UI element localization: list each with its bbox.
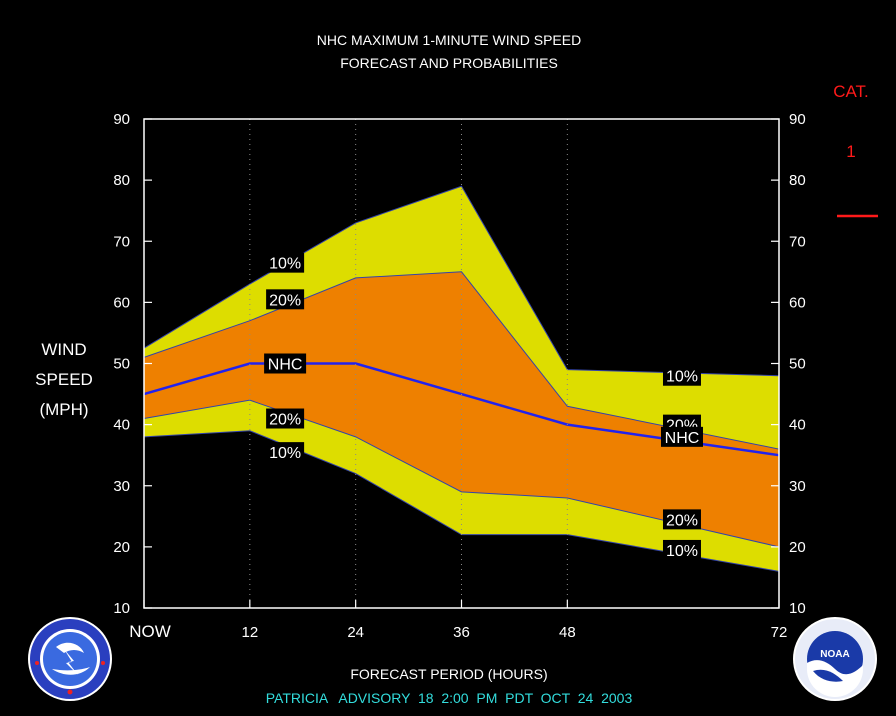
y-tick-label-right: 30 (789, 478, 806, 495)
label-bg (266, 289, 305, 310)
y-axis-label: SPEED (35, 370, 93, 389)
x-axis-label: FORECAST PERIOD (HOURS) (350, 666, 547, 682)
y-tick-label-left: 30 (113, 478, 130, 495)
y-tick-label-right: 90 (789, 111, 806, 128)
y-tick-label-right: 20 (789, 539, 806, 556)
chart-title: NHC MAXIMUM 1-MINUTE WIND SPEED (317, 32, 581, 48)
data-label: 10% (666, 369, 698, 386)
label-bg (662, 365, 701, 386)
noaa-logo: NOAA (793, 617, 877, 701)
label-bg (662, 539, 701, 560)
label-bg (266, 442, 305, 463)
x-tick-label: 72 (771, 624, 788, 641)
label-bg (266, 408, 305, 429)
label-bg (266, 252, 305, 273)
category-label: CAT. (833, 82, 869, 101)
y-axis-label: (MPH) (39, 400, 88, 419)
series-line-nhc (143, 362, 780, 457)
chart-subtitle: FORECAST AND PROBABILITIES (340, 55, 558, 71)
series-line-inner-lower (143, 399, 780, 548)
plot-area: 10 10 20 20 30 30 40 40 50 50 60 60 70 70 80 80 90 90 NOW 1… (35, 111, 806, 641)
series-line-inner-upper (143, 271, 780, 450)
data-label: 20% (269, 292, 301, 309)
x-tick-label: 36 (453, 624, 470, 641)
data-label: 20% (666, 512, 698, 529)
label-bg (660, 426, 703, 447)
data-label: NHC (665, 430, 700, 447)
label-bg (264, 353, 307, 374)
label-bg (662, 509, 701, 530)
x-tick-label: 48 (559, 624, 576, 641)
category-value: 1 (846, 142, 855, 161)
svg-text:NOAA: NOAA (820, 649, 849, 660)
y-tick-label-left: 90 (113, 111, 130, 128)
y-tick-label-left: 20 (113, 539, 130, 556)
x-tick-label: 24 (347, 624, 364, 641)
y-tick-label-right: 40 (789, 417, 806, 434)
x-tick-label: 12 (241, 624, 258, 641)
data-label: 10% (269, 445, 301, 462)
series-line-outer-lower (143, 430, 780, 572)
y-tick-label-right: 50 (789, 356, 806, 373)
y-tick-label-left: 10 (113, 600, 130, 617)
y-tick-label-left: 80 (113, 172, 130, 189)
data-label: 20% (269, 412, 301, 429)
x-tick-label: NOW (129, 622, 171, 641)
y-axis-label: WIND (41, 340, 86, 359)
data-label: 10% (269, 256, 301, 273)
y-tick-label-left: 40 (113, 417, 130, 434)
y-tick-label-left: 60 (113, 294, 130, 311)
data-label: 10% (666, 543, 698, 560)
y-tick-label-right: 70 (789, 233, 806, 250)
y-tick-label-right: 60 (789, 294, 806, 311)
series-line-outer-upper (143, 185, 780, 377)
y-tick-label-right: 10 (789, 600, 806, 617)
data-label: NHC (268, 357, 303, 374)
nws-logo (28, 617, 112, 701)
y-tick-label-left: 70 (113, 233, 130, 250)
y-tick-label-left: 50 (113, 356, 130, 373)
y-tick-label-right: 80 (789, 172, 806, 189)
advisory-text: PATRICIA ADVISORY 18 2:00 PM PDT OCT 24 … (266, 690, 633, 706)
